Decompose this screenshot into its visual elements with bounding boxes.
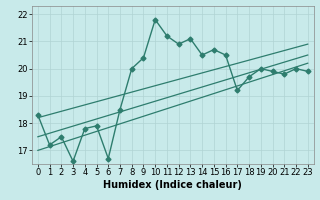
X-axis label: Humidex (Indice chaleur): Humidex (Indice chaleur) — [103, 180, 242, 190]
